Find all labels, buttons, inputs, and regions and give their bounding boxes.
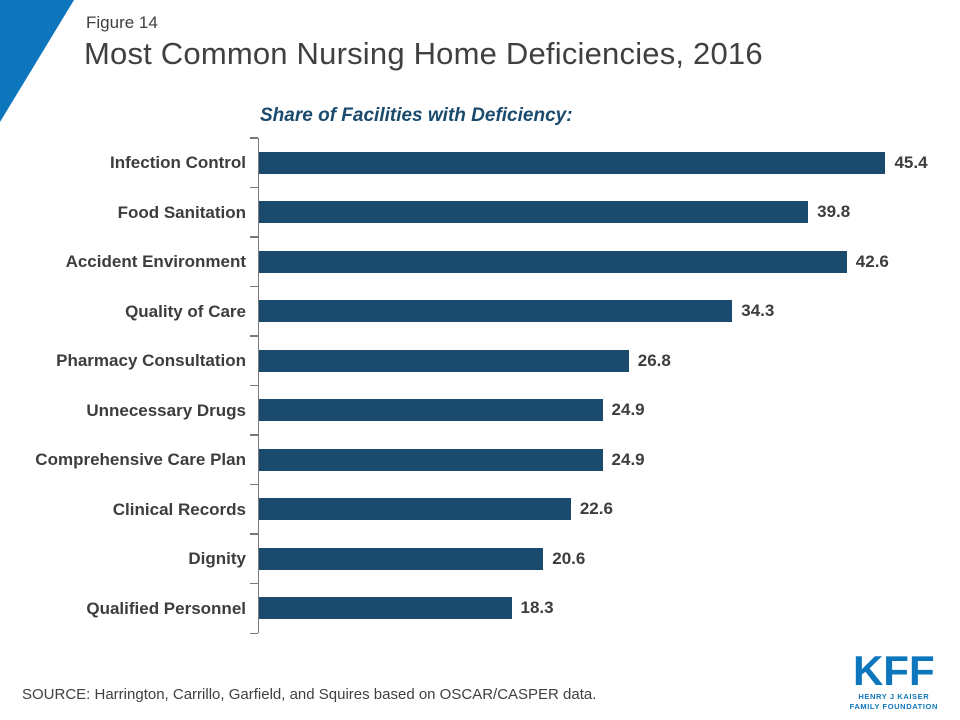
category-label: Clinical Records [112,499,246,519]
category-label: Accident Environment [65,252,246,272]
page-title: Most Common Nursing Home Deficiencies, 2… [84,36,763,71]
bar [259,448,603,471]
value-label: 20.6 [552,548,586,568]
bar-area: 18.3 [250,582,942,634]
value-label: 24.9 [611,449,645,469]
chart-rows: Infection Control 45.4 Food Sanitation 39.8… [12,137,942,634]
bar-chart: Infection Control 45.4 Food Sanitation 39.8… [12,137,942,634]
figure-label: Figure 14 [86,13,158,32]
value-label: 42.6 [855,251,889,271]
chart-row: Dignity 20.6 [12,533,942,584]
axis-tick [250,384,258,386]
bar-area: 34.3 [250,285,942,336]
chart-subtitle: Share of Facilities with Deficiency: [260,105,573,126]
bar [259,300,733,323]
axis-tick [250,483,258,485]
bar-area: 45.4 [250,137,942,188]
source-note: SOURCE: Harrington, Carrillo, Garfield, … [22,686,597,703]
chart-row: Qualified Personnel 18.3 [12,582,942,634]
bar-area: 26.8 [250,335,942,386]
value-label: 45.4 [894,152,928,172]
category-label: Qualified Personnel [86,598,246,618]
bar [259,250,847,273]
bar-area: 24.9 [250,384,942,435]
axis-tick [250,236,258,238]
bar-area: 20.6 [250,533,942,584]
chart-row: Accident Environment 42.6 [12,236,942,287]
axis-tick [250,137,258,139]
bar-area: 39.8 [250,186,942,237]
chart-row: Unnecessary Drugs 24.9 [12,384,942,435]
axis-tick [250,335,258,337]
category-label: Food Sanitation [117,202,246,222]
chart-row: Clinical Records 22.6 [12,483,942,534]
chart-row: Pharmacy Consultation 26.8 [12,335,942,386]
chart-row: Food Sanitation 39.8 [12,186,942,237]
category-label: Pharmacy Consultation [56,351,246,371]
bar [259,201,809,224]
kff-logo-caption-line1: HENRY J KAISER [858,691,930,701]
value-label: 22.6 [579,499,613,519]
category-label: Infection Control [110,153,246,173]
axis-tick [250,285,258,287]
category-label: Quality of Care [125,301,246,321]
bar-area: 24.9 [250,434,942,485]
bar [259,498,571,521]
value-label: 34.3 [741,301,775,321]
category-label: Dignity [188,549,246,569]
chart-row: Infection Control 45.4 [12,137,942,188]
category-label: Unnecessary Drugs [86,400,246,420]
value-label: 26.8 [637,350,671,370]
value-label: 39.8 [817,202,851,222]
bar [259,349,629,372]
axis-tick [250,434,258,436]
bar [259,547,544,570]
kff-logo-caption-line2: FAMILY FOUNDATION [849,702,938,712]
axis-tick [250,186,258,188]
axis-tick [250,582,258,584]
axis-tick [250,632,258,634]
chart-row: Comprehensive Care Plan 24.9 [12,434,942,485]
kff-logo: KFF HENRY J KAISER FAMILY FOUNDATION [849,646,938,712]
value-label: 18.3 [520,598,554,618]
bar-area: 42.6 [250,236,942,287]
bar [259,399,603,422]
axis-tick [250,533,258,535]
bar [259,151,886,174]
value-label: 24.9 [611,400,645,420]
kff-logo-text: KFF [852,646,935,694]
bar [259,597,512,620]
chart-row: Quality of Care 34.3 [12,285,942,336]
category-label: Comprehensive Care Plan [35,450,246,470]
corner-accent-shape [0,0,74,122]
bar-area: 22.6 [250,483,942,534]
